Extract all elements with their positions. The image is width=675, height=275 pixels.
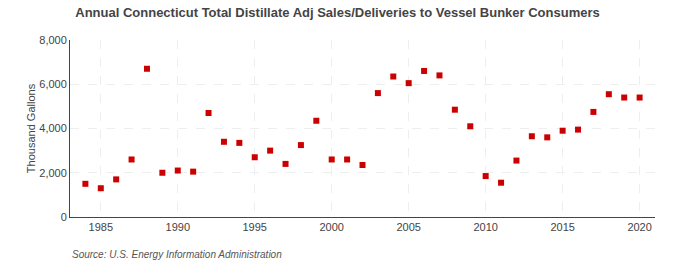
svg-text:Annual Connecticut Total Disti: Annual Connecticut Total Distillate Adj …	[75, 5, 599, 20]
svg-text:8,000: 8,000	[39, 34, 67, 46]
svg-text:Source: U.S. Energy Informatio: Source: U.S. Energy Information Administ…	[72, 249, 282, 260]
svg-text:1985: 1985	[89, 221, 113, 233]
svg-text:Thousand Gallons: Thousand Gallons	[25, 83, 37, 173]
svg-text:2020: 2020	[627, 221, 651, 233]
svg-text:2000: 2000	[319, 221, 343, 233]
svg-text:0: 0	[61, 211, 67, 223]
svg-text:2010: 2010	[473, 221, 497, 233]
svg-text:4,000: 4,000	[39, 122, 67, 134]
svg-text:2015: 2015	[550, 221, 574, 233]
svg-text:2005: 2005	[396, 221, 420, 233]
svg-text:1990: 1990	[166, 221, 190, 233]
svg-text:2,000: 2,000	[39, 167, 67, 179]
svg-text:1995: 1995	[242, 221, 266, 233]
svg-text:6,000: 6,000	[39, 78, 67, 90]
